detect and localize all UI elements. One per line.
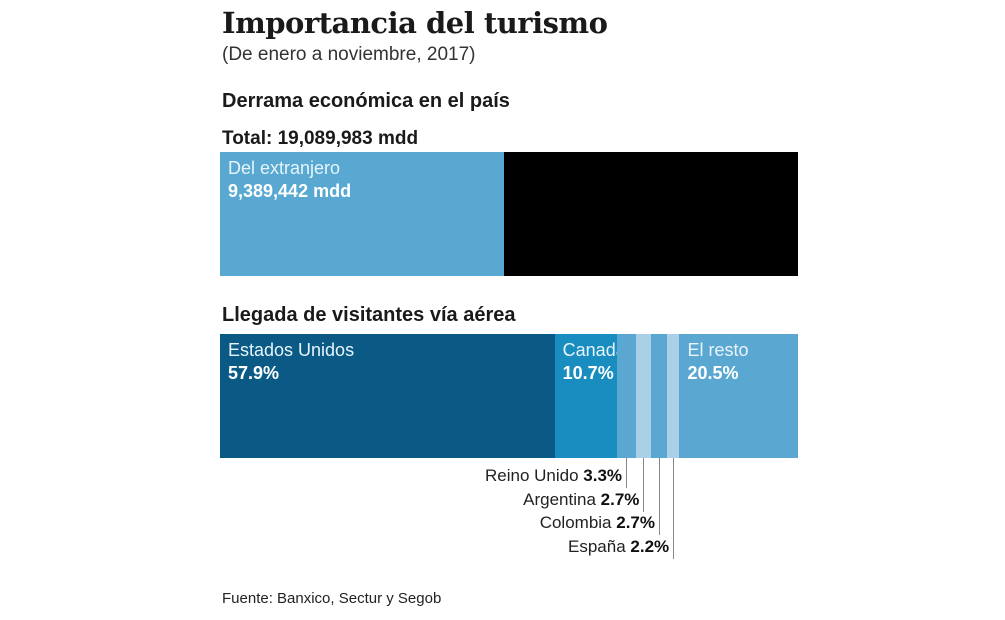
source-note: Fuente: Banxico, Sectur y Segob bbox=[222, 590, 442, 607]
segment-label: El resto bbox=[687, 340, 749, 360]
country-value: 2.7% bbox=[600, 489, 640, 509]
segment-value: 20.5% bbox=[687, 363, 739, 383]
bar-segment bbox=[504, 152, 798, 276]
chart-subtitle: (De enero a noviembre, 2017) bbox=[222, 44, 476, 65]
bar-segment bbox=[666, 334, 680, 458]
section-title-derrama: Derrama económica en el país bbox=[222, 90, 510, 112]
segment-value: 57.9% bbox=[228, 363, 280, 383]
bar-segment bbox=[651, 334, 667, 458]
country-value: 2.7% bbox=[616, 513, 655, 532]
outside-label: Argentina 2.7% bbox=[523, 490, 639, 510]
country-name: Colombia bbox=[539, 513, 617, 532]
bar-segment: Del extranjero 9,389,442 mdd bbox=[220, 152, 505, 276]
section-title-visitantes: Llegada de visitantes vía aérea bbox=[222, 304, 516, 326]
total-label: Total: 19,089,983 mdd bbox=[222, 128, 419, 149]
country-value: 3.3% bbox=[583, 466, 623, 485]
segment-value: 9,389,442 mdd bbox=[228, 181, 352, 201]
segment-label: Canadá bbox=[562, 340, 626, 360]
bar-visitantes: Estados Unidos 57.9% Canadá 10.7% El resto 20… bbox=[220, 334, 798, 458]
leader-line bbox=[643, 458, 645, 512]
country-name: Reino Unido bbox=[485, 466, 584, 485]
leader-line bbox=[658, 458, 660, 535]
outside-label: Reino Unido 3.3% bbox=[485, 466, 622, 486]
bar-segment: Estados Unidos 57.9% bbox=[220, 334, 555, 458]
leader-line bbox=[626, 458, 628, 488]
bar-segment bbox=[616, 334, 636, 458]
country-name: España bbox=[568, 536, 631, 556]
country-value: 2.2% bbox=[630, 536, 670, 556]
country-name: Argentina bbox=[523, 489, 601, 509]
outside-label: España 2.2% bbox=[568, 537, 669, 557]
bar-derrama: Del extranjero 9,389,442 mdd bbox=[220, 152, 798, 276]
outside-label: Colombia 2.7% bbox=[540, 513, 655, 533]
leader-line bbox=[673, 458, 675, 559]
segment-label: Estados Unidos bbox=[228, 340, 355, 360]
segment-label: Del extranjero bbox=[228, 158, 341, 178]
bar-segment bbox=[635, 334, 652, 458]
chart-title: Importancia del turismo bbox=[222, 6, 608, 40]
segment-value: 10.7% bbox=[562, 363, 614, 383]
bar-segment: Canadá 10.7% bbox=[554, 334, 626, 458]
bar-segment: El resto 20.5% bbox=[679, 334, 798, 458]
